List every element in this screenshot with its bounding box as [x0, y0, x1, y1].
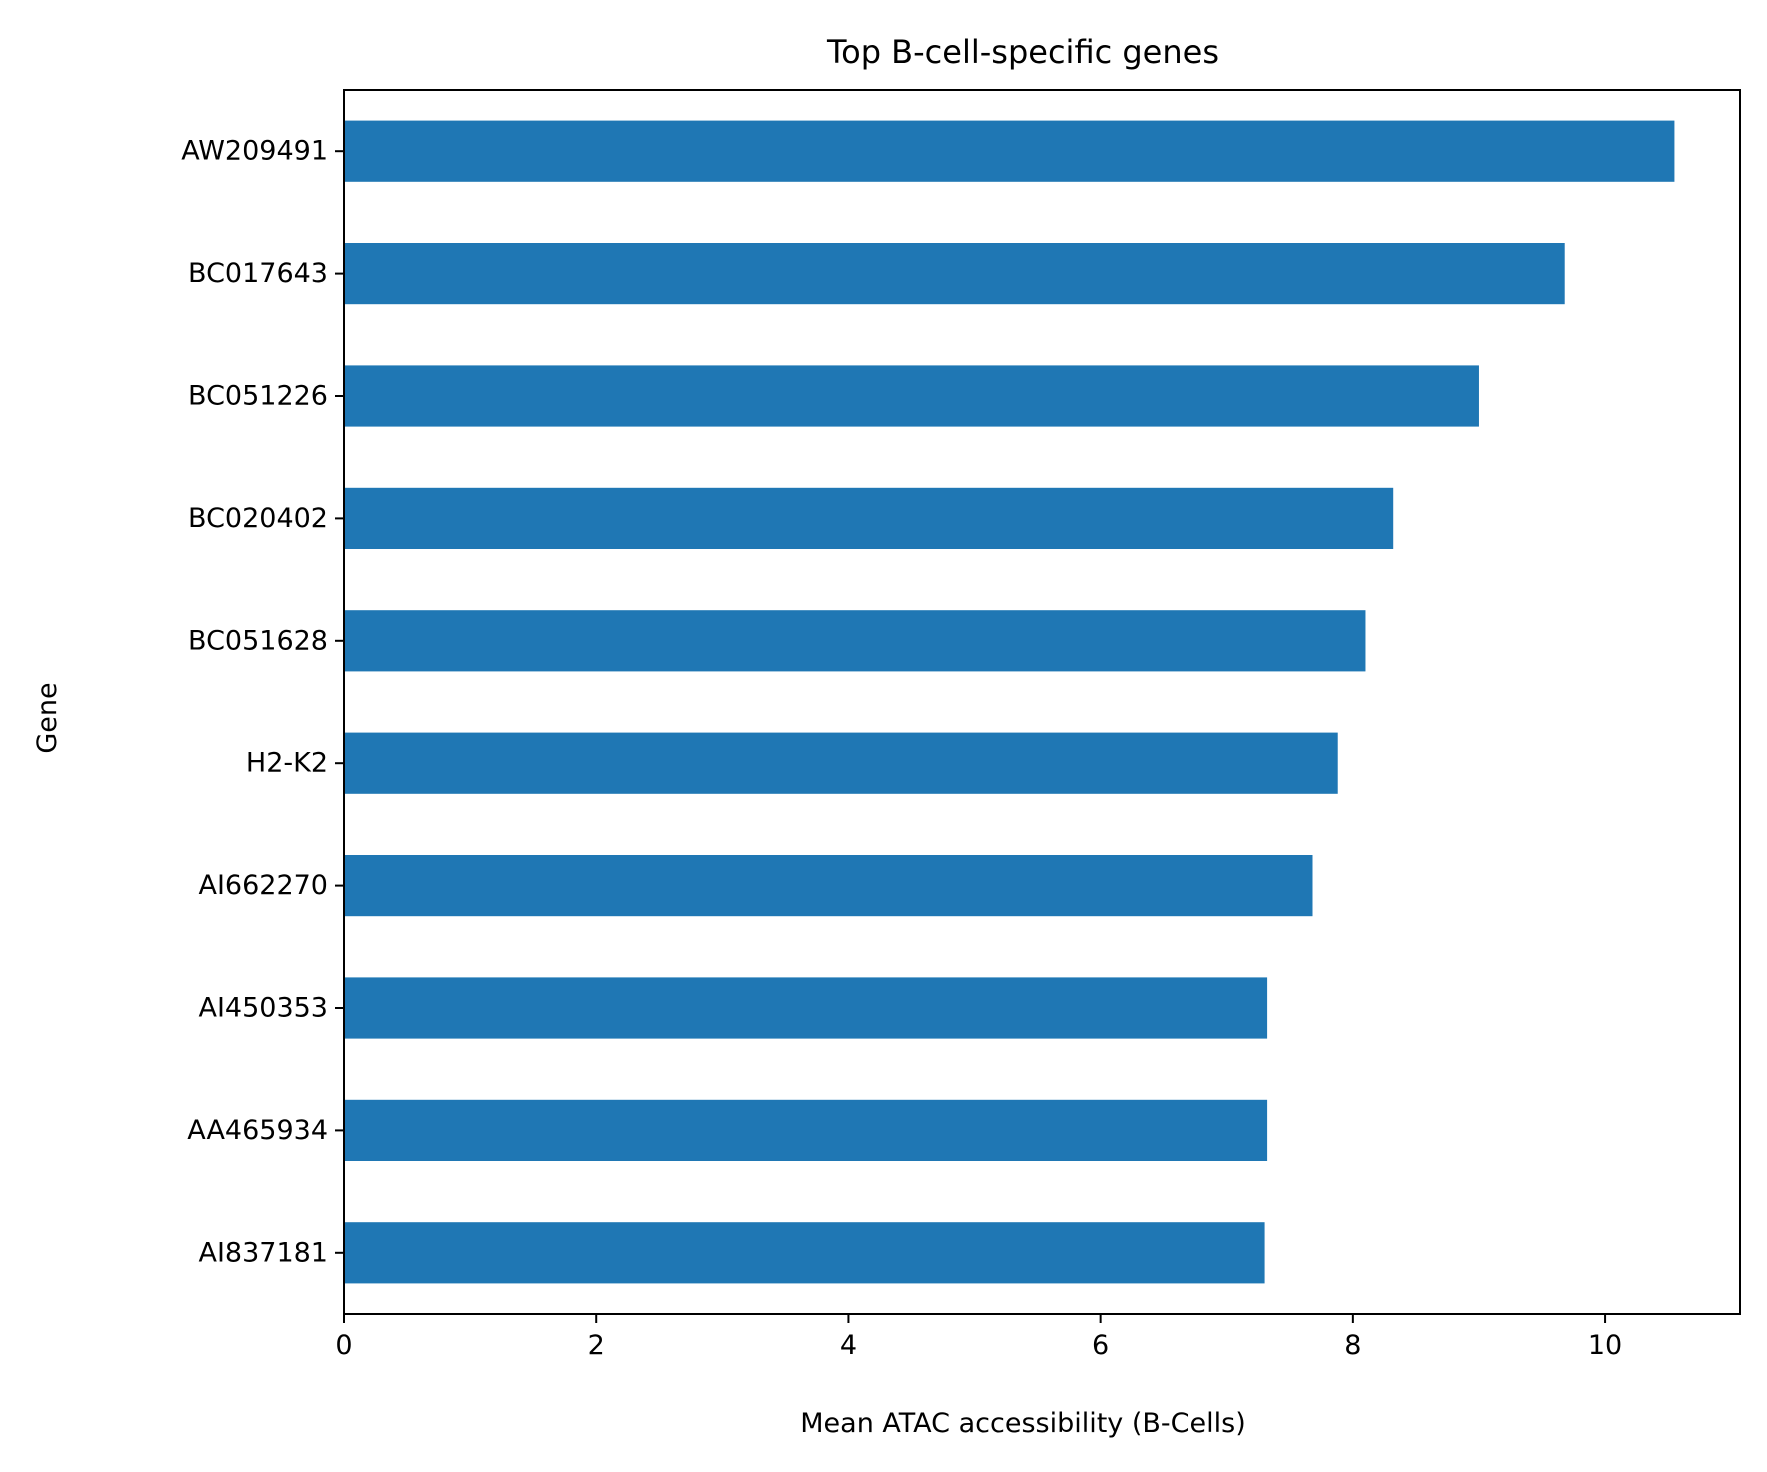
x-tick-label: 4 [840, 1330, 857, 1361]
y-tick-label: BC017643 [188, 258, 328, 289]
y-axis: AW209491 BC017643 BC051226 BC020402 BC051628… [181, 136, 344, 1268]
y-tick-label: AA465934 [187, 1115, 328, 1146]
x-tick-label: 10 [1588, 1330, 1622, 1361]
y-tick-label: BC051226 [188, 381, 328, 412]
bar-bc017643 [344, 243, 1565, 305]
y-tick-label: AI662270 [198, 870, 328, 901]
bar-bc051628 [344, 610, 1366, 672]
y-tick-label: BC051628 [188, 625, 328, 656]
chart-title: Top B-cell-specific genes [826, 33, 1219, 71]
x-axis: 0 2 4 6 8 10 [335, 1314, 1622, 1361]
bar-aw209491 [344, 120, 1675, 182]
y-tick-label: AI450353 [198, 993, 328, 1024]
x-tick-label: 8 [1344, 1330, 1361, 1361]
bars-group [344, 120, 1675, 1284]
y-tick-label: BC020402 [188, 503, 328, 534]
y-axis-label: Gene [32, 682, 63, 753]
bar-ai662270 [344, 855, 1313, 917]
bar-bc051226 [344, 365, 1479, 427]
y-tick-label: AI837181 [198, 1237, 328, 1268]
x-axis-label: Mean ATAC accessibility (B-Cells) [800, 1408, 1246, 1439]
bar-h2-k2 [344, 732, 1338, 794]
y-tick-label: AW209491 [181, 136, 328, 167]
x-tick-label: 0 [335, 1330, 352, 1361]
x-tick-label: 2 [588, 1330, 605, 1361]
bar-bc020402 [344, 487, 1394, 549]
y-tick-label: H2-K2 [246, 748, 328, 779]
bar-aa465934 [344, 1099, 1268, 1161]
bar-ai837181 [344, 1222, 1265, 1284]
plot-frame [343, 89, 1741, 1315]
bar-ai450353 [344, 977, 1268, 1039]
x-tick-label: 6 [1092, 1330, 1109, 1361]
